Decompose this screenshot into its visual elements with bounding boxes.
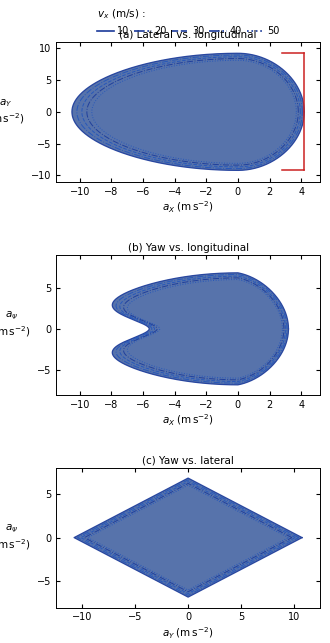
Legend: 10, 20, 30, 40, 50: 10, 20, 30, 40, 50 xyxy=(93,4,283,40)
X-axis label: $a_Y\;(\mathrm{m\,s}^{-2})$: $a_Y\;(\mathrm{m\,s}^{-2})$ xyxy=(162,625,214,640)
Title: (c) Yaw vs. lateral: (c) Yaw vs. lateral xyxy=(142,455,234,466)
Y-axis label: $a_Y$
$(\mathrm{m\,s}^{-2})$: $a_Y$ $(\mathrm{m\,s}^{-2})$ xyxy=(0,97,25,126)
Y-axis label: $a_\psi$
$(\mathrm{m\,s}^{-2})$: $a_\psi$ $(\mathrm{m\,s}^{-2})$ xyxy=(0,310,31,340)
Title: (b) Yaw vs. longitudinal: (b) Yaw vs. longitudinal xyxy=(127,242,249,253)
Polygon shape xyxy=(112,273,288,385)
Polygon shape xyxy=(72,53,304,170)
Title: (a) Lateral vs. longitudinal: (a) Lateral vs. longitudinal xyxy=(119,30,257,40)
Polygon shape xyxy=(74,478,302,597)
X-axis label: $a_X\;(\mathrm{m\,s}^{-2})$: $a_X\;(\mathrm{m\,s}^{-2})$ xyxy=(162,412,214,428)
X-axis label: $a_X\;(\mathrm{m\,s}^{-2})$: $a_X\;(\mathrm{m\,s}^{-2})$ xyxy=(162,199,214,215)
Y-axis label: $a_\psi$
$(\mathrm{m\,s}^{-2})$: $a_\psi$ $(\mathrm{m\,s}^{-2})$ xyxy=(0,523,31,552)
